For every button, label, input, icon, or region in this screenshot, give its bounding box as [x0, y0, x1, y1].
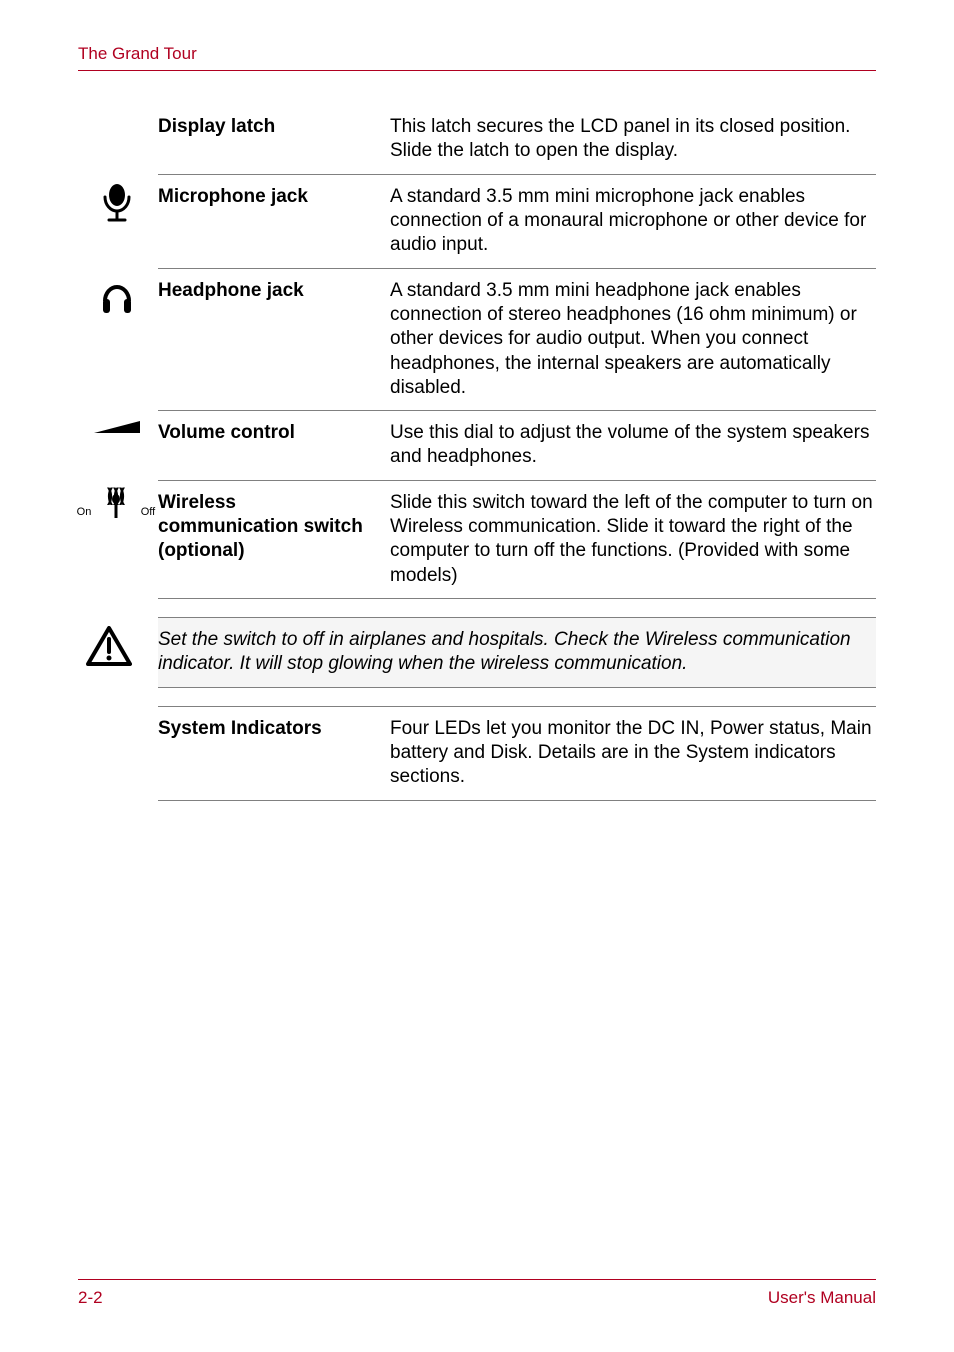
svg-text:(((: ((( [107, 485, 125, 505]
table-row: System Indicators Four LEDs let you moni… [158, 706, 876, 801]
term-headphone-jack: Headphone jack [158, 279, 390, 401]
term-display-latch: Display latch [158, 115, 390, 164]
content-area: Display latch This latch secures the LCD… [158, 105, 876, 801]
desc-microphone-jack: A standard 3.5 mm mini microphone jack e… [390, 185, 876, 258]
wireless-off-label: Off [141, 506, 156, 518]
caution-icon [86, 626, 132, 668]
header-title: The Grand Tour [78, 44, 197, 63]
desc-headphone-jack: A standard 3.5 mm mini headphone jack en… [390, 279, 876, 401]
term-volume-control: Volume control [158, 421, 390, 470]
page: The Grand Tour Display latch This latch … [0, 0, 954, 1352]
term-system-indicators: System Indicators [158, 717, 390, 790]
page-footer: 2-2 User's Manual [78, 1279, 876, 1308]
page-header: The Grand Tour [78, 44, 876, 71]
table-row: Volume control Use this dial to adjust t… [158, 410, 876, 480]
desc-system-indicators: Four LEDs let you monitor the DC IN, Pow… [390, 717, 876, 790]
desc-volume-control: Use this dial to adjust the volume of th… [390, 421, 876, 470]
footer-page-number: 2-2 [78, 1288, 103, 1308]
term-microphone-jack: Microphone jack [158, 185, 390, 258]
term-wireless-switch: Wireless communication switch (optional) [158, 491, 390, 588]
desc-wireless-switch: Slide this switch toward the left of the… [390, 491, 876, 588]
headphone-icon [80, 277, 154, 317]
microphone-icon [80, 183, 154, 225]
table-row: On Off ((( ((( Wireless communication sw… [158, 480, 876, 599]
footer-manual-label: User's Manual [768, 1288, 876, 1308]
wireless-icon: On Off ((( ((( [74, 485, 158, 525]
caution-note: Set the switch to off in airplanes and h… [158, 617, 876, 688]
wireless-on-label: On [77, 506, 92, 518]
table-row: Display latch This latch secures the LCD… [158, 105, 876, 174]
table-row: Headphone jack A standard 3.5 mm mini he… [158, 268, 876, 411]
volume-icon [80, 419, 154, 437]
table-row: Microphone jack A standard 3.5 mm mini m… [158, 174, 876, 268]
desc-display-latch: This latch secures the LCD panel in its … [390, 115, 876, 164]
caution-text: Set the switch to off in airplanes and h… [158, 628, 864, 677]
